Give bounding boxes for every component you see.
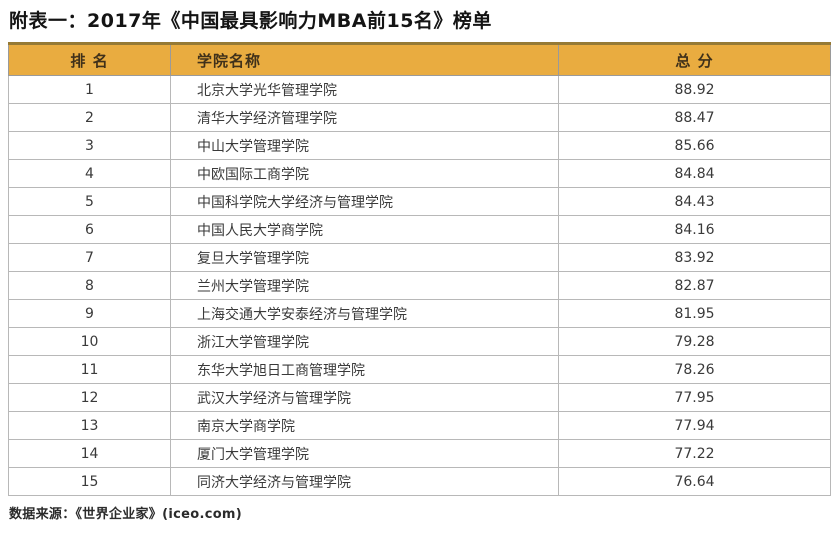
- rank-cell: 2: [8, 103, 171, 132]
- school-name-cell: 上海交通大学安泰经济与管理学院: [170, 299, 559, 328]
- rank-cell: 1: [8, 75, 171, 104]
- table-row: 9 上海交通大学安泰经济与管理学院 81.95: [8, 299, 831, 328]
- school-name-cell: 浙江大学管理学院: [170, 327, 559, 356]
- score-cell: 88.92: [558, 75, 831, 104]
- rank-cell: 4: [8, 159, 171, 188]
- column-header-rank: 排 名: [8, 42, 171, 76]
- score-cell: 78.26: [558, 355, 831, 384]
- table-row: 15 同济大学经济与管理学院 76.64: [8, 467, 831, 496]
- rank-cell: 7: [8, 243, 171, 272]
- score-cell: 83.92: [558, 243, 831, 272]
- score-cell: 84.43: [558, 187, 831, 216]
- rank-cell: 6: [8, 215, 171, 244]
- school-name-cell: 厦门大学管理学院: [170, 439, 559, 468]
- page-title: 附表一：2017年《中国最具影响力MBA前15名》榜单: [9, 10, 492, 32]
- rank-cell: 15: [8, 467, 171, 496]
- rank-cell: 8: [8, 271, 171, 300]
- score-cell: 84.16: [558, 215, 831, 244]
- table-row: 4 中欧国际工商学院 84.84: [8, 159, 831, 188]
- table-row: 5 中国科学院大学经济与管理学院 84.43: [8, 187, 831, 216]
- table-row: 6 中国人民大学商学院 84.16: [8, 215, 831, 244]
- table-row: 11 东华大学旭日工商管理学院 78.26: [8, 355, 831, 384]
- school-name-cell: 同济大学经济与管理学院: [170, 467, 559, 496]
- rank-cell: 5: [8, 187, 171, 216]
- score-cell: 82.87: [558, 271, 831, 300]
- data-source-note: 数据来源：《世界企业家》(iceo.com): [9, 507, 243, 522]
- score-cell: 81.95: [558, 299, 831, 328]
- school-name-cell: 东华大学旭日工商管理学院: [170, 355, 559, 384]
- school-name-cell: 南京大学商学院: [170, 411, 559, 440]
- school-name-cell: 中欧国际工商学院: [170, 159, 559, 188]
- table-row: 8 兰州大学管理学院 82.87: [8, 271, 831, 300]
- rank-cell: 9: [8, 299, 171, 328]
- school-name-cell: 复旦大学管理学院: [170, 243, 559, 272]
- rank-cell: 10: [8, 327, 171, 356]
- mba-ranking-table: 排 名 学院名称 总 分 1 北京大学光华管理学院 88.92 2 清华大学经济管理学院…: [8, 42, 831, 496]
- school-name-cell: 中山大学管理学院: [170, 131, 559, 160]
- table-header: 排 名 学院名称 总 分: [8, 42, 831, 76]
- header-row: 排 名 学院名称 总 分: [8, 42, 831, 76]
- score-cell: 79.28: [558, 327, 831, 356]
- table-row: 13 南京大学商学院 77.94: [8, 411, 831, 440]
- score-cell: 77.94: [558, 411, 831, 440]
- table-row: 12 武汉大学经济与管理学院 77.95: [8, 383, 831, 412]
- rank-cell: 13: [8, 411, 171, 440]
- school-name-cell: 清华大学经济管理学院: [170, 103, 559, 132]
- school-name-cell: 中国人民大学商学院: [170, 215, 559, 244]
- score-cell: 76.64: [558, 467, 831, 496]
- school-name-cell: 兰州大学管理学院: [170, 271, 559, 300]
- score-cell: 85.66: [558, 131, 831, 160]
- rank-cell: 12: [8, 383, 171, 412]
- school-name-cell: 中国科学院大学经济与管理学院: [170, 187, 559, 216]
- table-row: 10 浙江大学管理学院 79.28: [8, 327, 831, 356]
- score-cell: 77.22: [558, 439, 831, 468]
- column-header-school-name: 学院名称: [170, 42, 559, 76]
- school-name-cell: 武汉大学经济与管理学院: [170, 383, 559, 412]
- school-name-cell: 北京大学光华管理学院: [170, 75, 559, 104]
- rank-cell: 3: [8, 131, 171, 160]
- table-row: 1 北京大学光华管理学院 88.92: [8, 75, 831, 104]
- table-body: 1 北京大学光华管理学院 88.92 2 清华大学经济管理学院 88.47 3 中山大学管理学…: [8, 75, 831, 496]
- score-cell: 88.47: [558, 103, 831, 132]
- rank-cell: 11: [8, 355, 171, 384]
- table-row: 14 厦门大学管理学院 77.22: [8, 439, 831, 468]
- score-cell: 77.95: [558, 383, 831, 412]
- rank-cell: 14: [8, 439, 171, 468]
- table-row: 3 中山大学管理学院 85.66: [8, 131, 831, 160]
- column-header-total-score: 总 分: [558, 42, 831, 76]
- score-cell: 84.84: [558, 159, 831, 188]
- table-row: 7 复旦大学管理学院 83.92: [8, 243, 831, 272]
- table-row: 2 清华大学经济管理学院 88.47: [8, 103, 831, 132]
